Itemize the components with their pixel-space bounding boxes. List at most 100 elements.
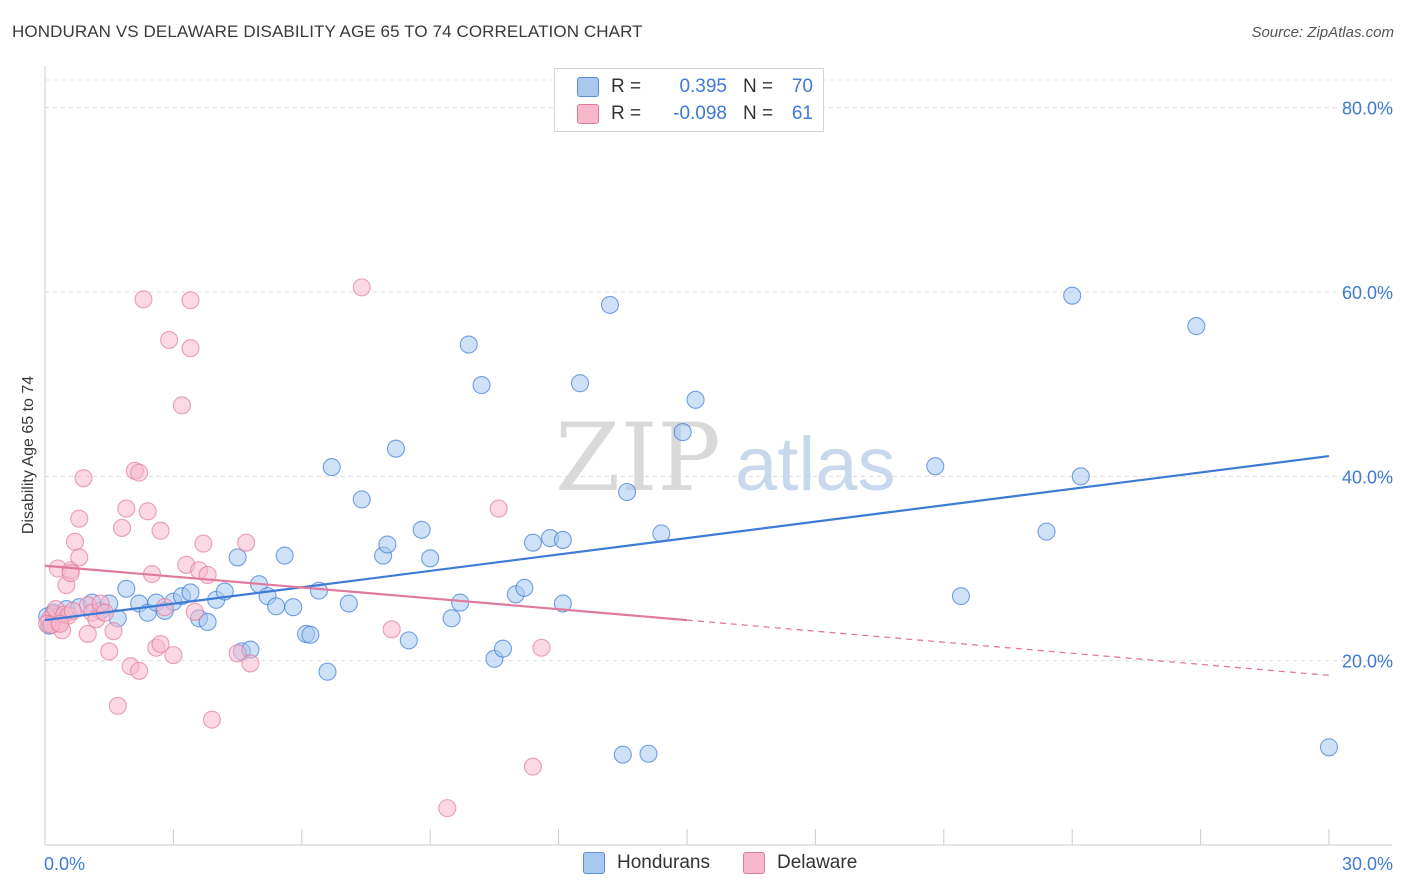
legend-swatch-hondurans — [577, 77, 599, 97]
point-hondurans — [652, 524, 671, 543]
correlation-legend: R = 0.395 N = 70 R = -0.098 N = 61 — [554, 68, 824, 132]
y-tick-label: 80.0% — [1342, 99, 1393, 119]
data-points — [38, 278, 1339, 818]
point-delaware — [65, 532, 85, 551]
point-delaware — [172, 396, 192, 415]
point-hondurans — [442, 609, 461, 628]
point-hondurans — [1187, 317, 1206, 336]
point-hondurans — [951, 587, 970, 606]
point-delaware — [130, 661, 149, 680]
point-hondurans — [515, 578, 534, 597]
point-hondurans — [181, 583, 200, 602]
point-hondurans — [1063, 286, 1082, 305]
point-delaware — [108, 696, 127, 715]
point-hondurans — [553, 530, 572, 549]
legend-row-hondurans: R = 0.395 N = 70 — [577, 74, 813, 100]
legend-n-label: N = — [743, 76, 774, 97]
axes — [44, 66, 1392, 846]
point-hondurans — [198, 612, 217, 632]
y-tick-label: 40.0% — [1342, 467, 1393, 487]
point-delaware — [117, 499, 136, 518]
point-hondurans — [451, 593, 470, 612]
point-delaware — [74, 469, 93, 488]
point-delaware — [181, 339, 200, 358]
point-hondurans — [318, 662, 337, 681]
point-hondurans — [1037, 522, 1056, 541]
point-hondurans — [228, 548, 247, 567]
x-tick-label-max: 30.0% — [1342, 854, 1393, 874]
point-delaware — [70, 509, 89, 528]
point-hondurans — [639, 744, 658, 763]
point-hondurans — [472, 376, 491, 395]
point-hondurans — [459, 335, 478, 354]
point-hondurans — [352, 490, 371, 509]
point-delaware — [164, 646, 183, 665]
point-delaware — [523, 757, 542, 776]
point-hondurans — [613, 745, 632, 764]
point-delaware — [438, 799, 457, 818]
point-hondurans — [421, 549, 440, 568]
legend-swatch-hondurans — [583, 852, 605, 874]
point-delaware — [241, 654, 260, 673]
point-delaware — [138, 502, 157, 521]
point-hondurans — [493, 639, 513, 658]
y-axis-label: Disability Age 65 to 74 — [20, 376, 37, 534]
point-hondurans — [399, 631, 418, 650]
point-hondurans — [339, 594, 358, 613]
point-hondurans — [553, 594, 572, 613]
point-delaware — [100, 642, 119, 661]
watermark-atlas: atlas — [735, 422, 896, 507]
point-hondurans — [673, 423, 692, 442]
point-delaware — [181, 291, 200, 310]
point-hondurans — [386, 439, 406, 458]
point-delaware — [194, 534, 213, 553]
series-legend: Hondurans Delaware — [0, 852, 1406, 878]
point-hondurans — [301, 625, 320, 644]
legend-r-value: -0.098 — [673, 103, 727, 124]
legend-item-delaware[interactable]: Delaware — [743, 852, 857, 874]
point-delaware — [134, 290, 153, 309]
point-hondurans — [412, 520, 431, 539]
point-hondurans — [284, 598, 303, 617]
legend-swatch-delaware — [743, 852, 765, 874]
point-delaware — [151, 521, 170, 540]
legend-label-delaware: Delaware — [777, 852, 858, 873]
legend-r-label: R = — [611, 103, 642, 124]
point-delaware — [151, 635, 170, 654]
point-hondurans — [570, 374, 590, 393]
point-delaware — [532, 638, 551, 657]
point-delaware — [352, 278, 371, 297]
legend-label-hondurans: Hondurans — [617, 852, 710, 873]
legend-n-value: 70 — [791, 76, 813, 97]
point-delaware — [202, 710, 221, 729]
legend-r-label: R = — [611, 76, 642, 97]
point-hondurans — [686, 390, 705, 409]
point-delaware — [112, 518, 132, 537]
point-hondurans — [618, 482, 637, 502]
legend-r-value: 0.395 — [679, 76, 727, 97]
legend-row-delaware: R = -0.098 N = 61 — [577, 101, 813, 127]
point-delaware — [104, 622, 123, 641]
point-delaware — [78, 624, 97, 643]
point-hondurans — [267, 597, 286, 616]
point-hondurans — [117, 579, 136, 598]
legend-item-hondurans[interactable]: Hondurans — [583, 852, 710, 874]
point-hondurans — [1071, 467, 1090, 486]
watermark-zip: ZIP — [555, 404, 721, 513]
point-hondurans — [600, 295, 620, 314]
point-delaware — [130, 463, 149, 482]
y-tick-label: 20.0% — [1342, 652, 1393, 672]
point-delaware — [160, 330, 179, 349]
point-hondurans — [275, 546, 294, 565]
legend-n-label: N = — [743, 103, 774, 124]
y-tick-label: 60.0% — [1342, 283, 1393, 303]
point-delaware — [155, 598, 174, 617]
point-delaware — [237, 533, 256, 552]
point-hondurans — [322, 458, 341, 477]
point-delaware — [185, 602, 204, 621]
point-hondurans — [1319, 738, 1339, 757]
point-delaware — [228, 644, 247, 663]
chart-title: HONDURAN VS DELAWARE DISABILITY AGE 65 T… — [12, 22, 643, 41]
point-hondurans — [926, 457, 945, 476]
